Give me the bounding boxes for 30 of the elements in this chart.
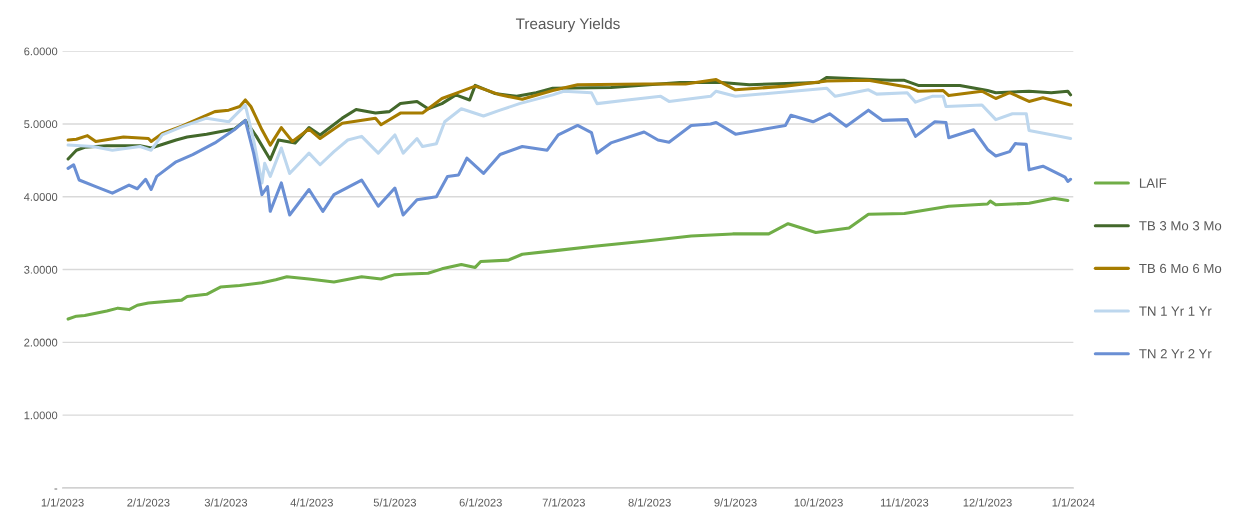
- chart-title: Treasury Yields: [515, 17, 620, 33]
- line-series: [66, 86, 1073, 185]
- x-tick-label: 8/1/2023: [628, 498, 671, 507]
- x-tick-label: 12/1/2023: [963, 498, 1012, 507]
- y-tick-label: -: [54, 488, 58, 490]
- x-tick-label: 7/1/2023: [542, 498, 585, 507]
- line-series: [66, 196, 1070, 321]
- x-tick-label: 9/1/2023: [714, 498, 757, 507]
- y-tick-label: 1.0000: [24, 411, 58, 420]
- x-tick-label: 3/1/2023: [204, 498, 248, 507]
- y-tick-label: 2.0000: [24, 338, 58, 347]
- x-tick-label: 6/1/2023: [459, 498, 502, 507]
- x-tick-label: 2/1/2023: [127, 498, 170, 507]
- legend-label: TN 1 Yr 1 Yr: [1139, 306, 1212, 316]
- legend-label: TB 3 Mo 3 Mo: [1139, 221, 1222, 231]
- x-tick-label: 1/1/2023: [41, 498, 84, 507]
- legend-label: TB 6 Mo 6 Mo: [1139, 263, 1222, 274]
- x-tick-label: 1/1/2024: [1052, 498, 1095, 507]
- x-tick-label: 10/1/2023: [794, 498, 843, 507]
- x-tick-label: 11/1/2023: [880, 498, 929, 507]
- legend-label: LAIF: [1139, 178, 1167, 188]
- y-tick-label: 5.0000: [24, 120, 58, 129]
- y-tick-label: 6.0000: [24, 47, 58, 56]
- x-tick-label: 5/1/2023: [373, 498, 417, 507]
- y-tick-label: 4.0000: [23, 193, 58, 201]
- legend-label: TN 2 Yr 2 Yr: [1139, 349, 1212, 359]
- line-series: [66, 108, 1073, 217]
- line-series: [66, 78, 1073, 147]
- y-tick-label: 3.0000: [24, 265, 58, 274]
- x-tick-label: 4/1/2023: [290, 498, 333, 507]
